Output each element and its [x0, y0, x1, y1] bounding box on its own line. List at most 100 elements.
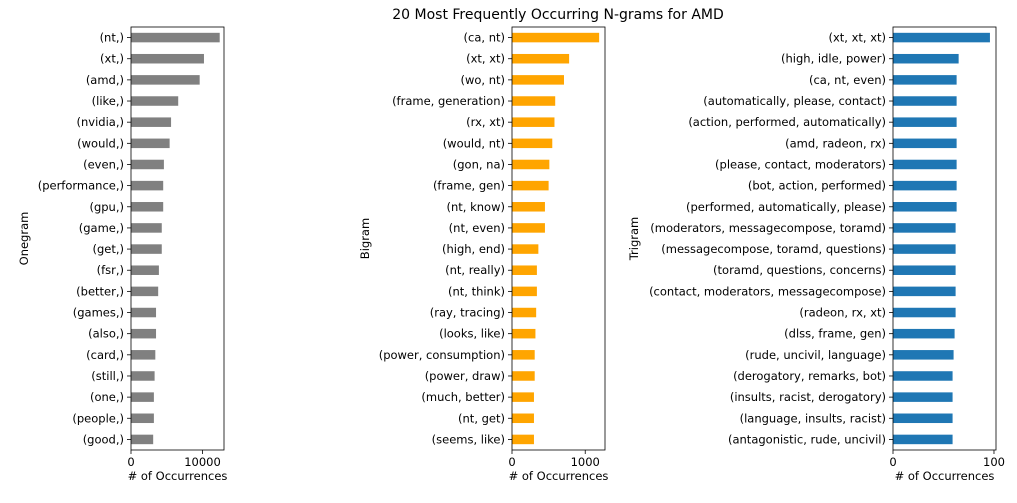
bigram-bar — [512, 307, 537, 318]
bigram-category-label: (would, nt) — [443, 136, 505, 150]
bigram-category-label: (frame, generation) — [392, 94, 505, 108]
onegram-bar — [131, 265, 159, 275]
onegram-bar — [131, 96, 179, 106]
onegram-category-label: (good,) — [83, 432, 124, 446]
onegram-bar — [131, 244, 162, 254]
onegram-category-label: (gpu,) — [89, 200, 124, 214]
trigram-bar — [893, 117, 957, 127]
trigram-category-label: (language, insults, racist) — [740, 411, 886, 425]
onegram-category-label: (fsr,) — [97, 263, 124, 277]
bigram-bar — [512, 32, 600, 43]
trigram-category-label: (bot, action, performed) — [748, 179, 886, 193]
bigram-category-label: (much, better) — [421, 390, 505, 404]
trigram-bar — [893, 159, 957, 170]
trigram-category-label: (automatically, please, contact) — [703, 94, 886, 108]
trigram-category-label: (action, performed, automatically) — [688, 115, 886, 129]
trigram-bar — [893, 328, 955, 339]
bigram-bar — [512, 434, 534, 445]
trigram-bar — [893, 286, 956, 297]
bigram-category-label: (nt, really) — [445, 263, 505, 277]
bigram-category-label: (frame, gen) — [433, 179, 505, 193]
trigram-axes-frame — [892, 26, 997, 451]
bigram-bar — [512, 180, 549, 191]
onegram-bar — [131, 53, 204, 64]
bigram-category-label: (high, end) — [442, 242, 505, 256]
bigram-category-label: (xt, xt) — [466, 52, 505, 66]
bigram-ylabel: Bigram — [358, 218, 372, 259]
trigram-bar — [893, 223, 956, 233]
trigram-category-label: (high, idle, power) — [781, 52, 886, 66]
bigram-category-label: (nt, get) — [458, 411, 505, 425]
bigram-category-label: (gon, na) — [453, 157, 505, 171]
trigram-bar — [893, 434, 953, 445]
bigram-bar — [512, 117, 555, 127]
onegram-category-label: (would,) — [77, 136, 124, 150]
onegram-category-label: (xt,) — [100, 52, 124, 66]
onegram-bar — [131, 307, 157, 318]
onegram-bar — [131, 138, 170, 149]
onegram-category-label: (people,) — [72, 411, 124, 425]
bigram-bar — [512, 392, 534, 402]
bigram-xlabel: # of Occurrences — [509, 469, 609, 483]
trigram-xtick-label: 0 — [889, 455, 896, 469]
trigram-bar — [893, 32, 990, 43]
trigram-bar — [893, 202, 957, 212]
onegram-bar — [131, 32, 220, 43]
bigram-bar — [512, 96, 556, 106]
trigram-bar — [893, 244, 956, 254]
trigram-category-label: (xt, xt, xt) — [828, 31, 886, 45]
onegram-category-label: (nt,) — [100, 31, 124, 45]
onegram-bar — [131, 328, 157, 339]
bigram-bar — [512, 413, 534, 424]
bigram-category-label: (looks, like) — [439, 327, 505, 341]
trigram-bar — [893, 371, 953, 381]
bigram-category-label: (ray, tracing) — [430, 306, 505, 320]
onegram-category-label: (even,) — [83, 157, 124, 171]
onegram-bar — [131, 202, 164, 212]
trigram-panel: (xt, xt, xt) (high, idle, power) (ca, nt, … — [627, 26, 1005, 483]
onegram-bar — [131, 180, 164, 191]
bigram-category-label: (nt, think) — [448, 284, 505, 298]
trigram-category-label: (derogatory, remarks, bot) — [733, 369, 886, 383]
bigram-bar — [512, 75, 564, 85]
trigram-category-label: (rude, uncivil, language) — [745, 348, 886, 362]
onegram-category-label: (card,) — [86, 348, 124, 362]
bigram-xtick-label: 0 — [508, 455, 515, 469]
trigram-category-label: (messagecompose, toramd, questions) — [661, 242, 886, 256]
bigram-bar — [512, 159, 550, 170]
bigram-bar — [512, 328, 536, 339]
trigram-bar — [893, 180, 957, 191]
trigram-ylabel: Trigram — [627, 217, 641, 262]
bigram-bar — [512, 244, 539, 254]
onegram-xtick-label: 0 — [127, 455, 134, 469]
trigram-bar — [893, 53, 959, 64]
onegram-category-label: (performance,) — [38, 179, 124, 193]
bigram-category-label: (nt, know) — [447, 200, 505, 214]
trigram-bar — [893, 350, 954, 360]
onegram-xlabel: # of Occurrences — [128, 469, 228, 483]
onegram-category-label: (better,) — [76, 284, 124, 298]
trigram-category-label: (moderators, messagecompose, toramd) — [650, 221, 886, 235]
bigram-bar — [512, 350, 535, 360]
trigram-category-label: (radeon, rx, xt) — [799, 306, 886, 320]
trigram-category-label: (antagonistic, rude, uncivil) — [728, 432, 886, 446]
bigram-bar — [512, 53, 570, 64]
bigram-category-label: (ca, nt) — [464, 31, 505, 45]
trigram-xlabel: # of Occurrences — [895, 469, 995, 483]
onegram-bar — [131, 392, 154, 402]
trigram-bar — [893, 307, 956, 318]
onegram-category-label: (games,) — [73, 306, 124, 320]
onegram-bar — [131, 75, 200, 85]
onegram-category-label: (still,) — [91, 369, 124, 383]
bigram-axes-frame — [511, 26, 606, 451]
bigram-category-label: (seems, like) — [432, 432, 505, 446]
trigram-bar — [893, 265, 956, 275]
trigram-category-label: (contact, moderators, messagecompose) — [649, 284, 886, 298]
onegram-category-label: (like,) — [92, 94, 124, 108]
trigram-bar — [893, 413, 953, 424]
onegram-category-label: (also,) — [88, 327, 124, 341]
onegram-axes-frame — [130, 26, 225, 451]
bigram-bar — [512, 223, 545, 233]
